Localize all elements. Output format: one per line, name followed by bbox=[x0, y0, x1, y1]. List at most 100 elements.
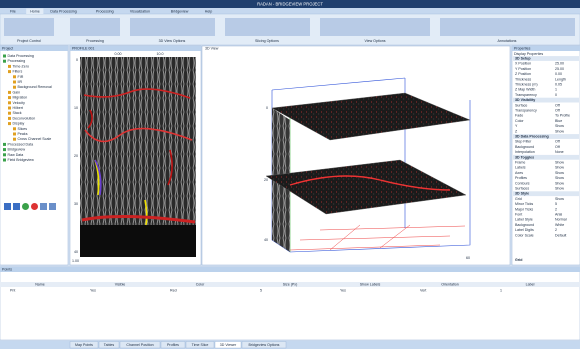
property-value[interactable]: Off bbox=[555, 103, 560, 107]
property-name: Background bbox=[515, 145, 534, 149]
column-header: Visible bbox=[115, 283, 126, 287]
property-value[interactable]: Show bbox=[555, 181, 564, 185]
property-value[interactable]: Arial bbox=[555, 212, 562, 216]
property-value[interactable]: 0.00 bbox=[555, 72, 562, 76]
property-value[interactable]: Off bbox=[555, 140, 560, 144]
bottom-tab-label[interactable]: Channel Position bbox=[126, 343, 153, 347]
tree-item[interactable]: Migration bbox=[13, 96, 28, 100]
property-name: Thickness (m) bbox=[515, 82, 538, 86]
tree-item[interactable]: FIR bbox=[18, 75, 24, 79]
property-value[interactable]: Default bbox=[555, 233, 566, 237]
bottom-tab-label[interactable]: Time Slice bbox=[192, 343, 209, 347]
tree-item[interactable]: Deconvolution bbox=[13, 116, 36, 120]
property-value[interactable]: White bbox=[555, 223, 564, 227]
property-value[interactable]: Length bbox=[555, 77, 566, 81]
property-value[interactable]: Show bbox=[555, 186, 564, 190]
tree-icon bbox=[8, 107, 11, 110]
property-name: Minor Ticks bbox=[515, 202, 533, 206]
table-cell[interactable]: Red bbox=[170, 288, 177, 292]
property-value[interactable]: Show bbox=[555, 166, 564, 170]
property-value[interactable]: Show bbox=[555, 160, 564, 164]
property-value[interactable]: 25.00 bbox=[555, 62, 564, 66]
window-title: RADAN - BRIDGEVIEW PROJECT bbox=[257, 1, 323, 6]
tree-item[interactable]: Gain bbox=[13, 90, 21, 94]
ribbon-tab[interactable]: Processing bbox=[96, 9, 114, 13]
tree-item[interactable]: Filters bbox=[13, 70, 23, 74]
profile-footer: 1.00 bbox=[72, 259, 79, 263]
tree-item[interactable]: Slices bbox=[18, 127, 28, 131]
tree-item[interactable]: Processing bbox=[8, 59, 26, 63]
depth-label: 20 bbox=[74, 154, 78, 158]
tree-item[interactable]: Field Bridgeview bbox=[8, 158, 35, 162]
tree-item[interactable]: Data Processing bbox=[8, 54, 34, 58]
tree-icon bbox=[8, 117, 11, 120]
tree-icon bbox=[8, 70, 11, 73]
property-value[interactable]: 25.00 bbox=[555, 67, 564, 71]
property-name: Surfaces bbox=[515, 186, 529, 190]
axis-label: 40 bbox=[264, 238, 268, 242]
ribbon-tab[interactable]: Help bbox=[205, 9, 212, 13]
table-cell[interactable]: Yes bbox=[90, 288, 96, 292]
table-cell[interactable]: Yes bbox=[340, 288, 346, 292]
table-cell[interactable]: 5 bbox=[260, 288, 262, 292]
property-value[interactable]: Show bbox=[555, 124, 564, 128]
property-value[interactable]: Blue bbox=[555, 119, 562, 123]
property-name: Color Scale bbox=[515, 233, 534, 237]
tree-item[interactable]: Raw Data bbox=[8, 153, 24, 157]
property-value[interactable]: Normal bbox=[555, 218, 567, 222]
tree-item[interactable]: Processed Data bbox=[8, 142, 34, 146]
property-value[interactable]: 5 bbox=[555, 202, 557, 206]
tree-icon bbox=[13, 127, 16, 130]
scale-label: 0.00 bbox=[115, 52, 122, 56]
property-value[interactable]: None bbox=[555, 150, 564, 154]
ribbon-tab[interactable]: Bridgeview bbox=[171, 9, 189, 13]
property-value[interactable]: Off bbox=[555, 108, 560, 112]
tree-item[interactable]: Peaks bbox=[18, 132, 28, 136]
ribbon-group-label: View Options bbox=[364, 39, 385, 43]
bottom-tab-label[interactable]: 3D Viewer bbox=[220, 343, 237, 347]
depth-label: 10 bbox=[74, 106, 78, 110]
table-cell[interactable]: Vert bbox=[420, 288, 426, 292]
ribbon-tab[interactable]: Data Processing bbox=[50, 9, 76, 13]
ribbon-tab[interactable]: Visualization bbox=[130, 9, 150, 13]
tree-icon bbox=[8, 91, 11, 94]
property-value[interactable]: 2 bbox=[555, 228, 557, 232]
panel-title: Points bbox=[2, 268, 12, 272]
tree-item[interactable]: Time-Zero bbox=[13, 64, 29, 68]
property-value[interactable]: 0.05 bbox=[555, 82, 562, 86]
tree-item[interactable]: Bridgeview bbox=[8, 148, 26, 152]
property-value[interactable]: Show bbox=[555, 171, 564, 175]
tree-item[interactable]: Hilbert bbox=[13, 106, 23, 110]
tree-item[interactable]: Stack bbox=[13, 111, 22, 115]
bottom-tab-label[interactable]: Map Points bbox=[75, 343, 93, 347]
property-value[interactable]: 2 bbox=[555, 207, 557, 211]
column-header: Name bbox=[35, 283, 45, 287]
bottom-tab-label[interactable]: Profiles bbox=[167, 343, 179, 347]
table-cell[interactable]: 1 bbox=[500, 288, 502, 292]
property-value[interactable]: 0 bbox=[555, 93, 557, 97]
property-value[interactable]: 1 bbox=[555, 88, 557, 92]
property-name: 3D Data Processing bbox=[515, 134, 549, 138]
ribbon-tab[interactable]: File bbox=[10, 9, 16, 13]
property-value[interactable]: Show bbox=[555, 129, 564, 133]
property-name: Y Position bbox=[515, 67, 531, 71]
points-panel bbox=[0, 267, 580, 340]
property-name: 3D Setup bbox=[515, 56, 531, 60]
property-name: Z Map Width bbox=[515, 88, 535, 92]
bottom-tab-label[interactable]: Bridgeview Options bbox=[249, 343, 280, 347]
property-value[interactable]: Show bbox=[555, 197, 564, 201]
property-value[interactable]: To Profile bbox=[555, 114, 570, 118]
tree-item[interactable]: Velocity bbox=[13, 101, 26, 105]
tree-item[interactable]: Display bbox=[13, 122, 25, 126]
table-cell[interactable]: Pnt bbox=[10, 288, 15, 292]
property-value[interactable]: Show bbox=[555, 176, 564, 180]
tree-item[interactable]: Cross Channel Scale bbox=[18, 137, 52, 141]
tree-icon bbox=[13, 138, 16, 141]
property-value[interactable]: Off bbox=[555, 145, 560, 149]
column-header: Show Labels bbox=[360, 283, 381, 287]
tree-icon bbox=[3, 55, 6, 58]
tree-item[interactable]: Background Removal bbox=[18, 85, 53, 89]
tree-item[interactable]: IIR bbox=[18, 80, 23, 84]
bottom-tab-label[interactable]: Tables bbox=[104, 343, 115, 347]
ribbon-tab[interactable]: Home bbox=[30, 9, 40, 13]
